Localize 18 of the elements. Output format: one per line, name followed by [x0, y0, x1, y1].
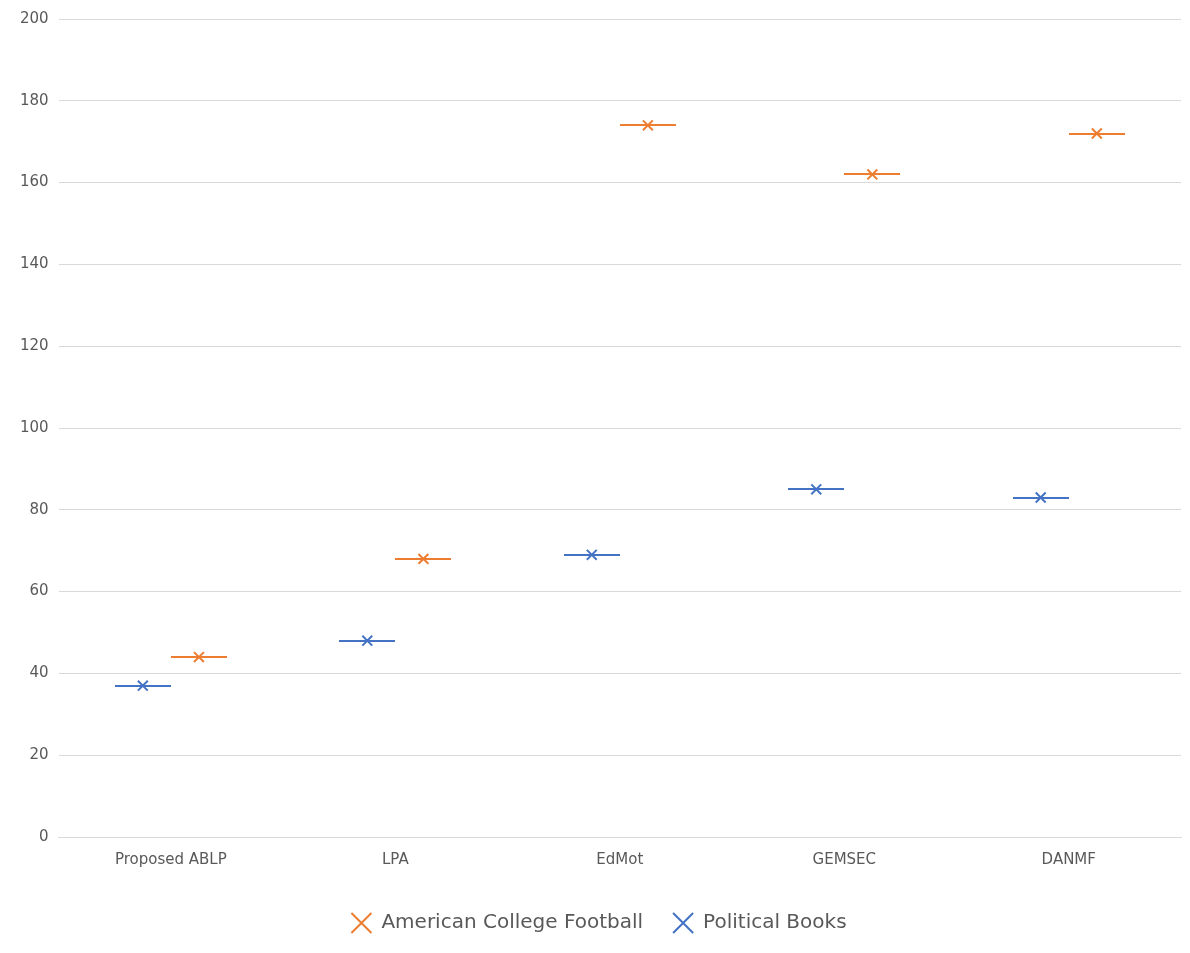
x-tick-label: Proposed ABLP [114, 849, 227, 868]
y-tick-label: 0 [39, 826, 49, 845]
y-tick-label: 140 [19, 254, 49, 273]
y-tick-label: 20 [29, 745, 49, 764]
y-tick-label: 160 [19, 172, 49, 191]
y-tick-label: 40 [29, 663, 49, 682]
x-tick-label: GEMSEC [812, 849, 877, 868]
x-tick-label: EdMot [596, 849, 644, 868]
y-tick-label: 200 [19, 8, 49, 27]
x-tick-label: DANMF [1041, 849, 1096, 868]
y-tick-label: 60 [29, 581, 49, 600]
y-tick-label: 80 [29, 499, 49, 518]
legend-label: American College Football [381, 909, 644, 934]
y-tick-label: 100 [19, 417, 49, 436]
y-tick-label: 180 [19, 90, 49, 109]
x-tick-label: LPA [381, 849, 410, 868]
y-tick-label: 120 [19, 336, 49, 355]
legend-label: Political Books [703, 909, 847, 934]
